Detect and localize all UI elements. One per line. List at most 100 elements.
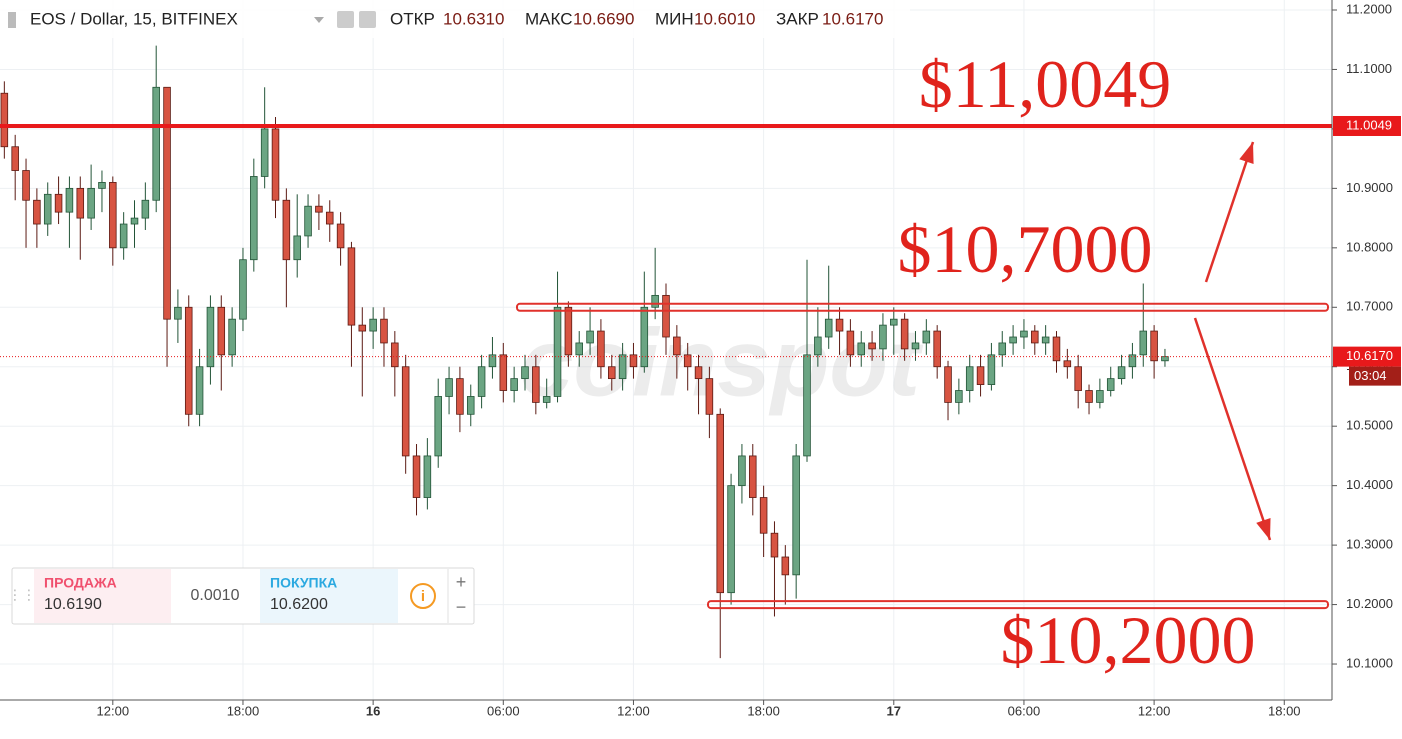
annotation: $10,7000 <box>898 211 1153 287</box>
candle-body <box>315 205 323 213</box>
candle-body <box>814 336 822 356</box>
annotation: $10,2000 <box>1001 602 1256 678</box>
y-tick-label: 10.2000 <box>1346 596 1393 611</box>
candle-body <box>412 455 421 498</box>
candle-body <box>900 318 909 350</box>
candle-body <box>716 413 724 594</box>
arrow-head <box>1239 142 1254 164</box>
x-tick-label: 16 <box>366 703 380 718</box>
candle-body <box>608 366 616 380</box>
low-label: МИН <box>655 9 694 28</box>
candle-body <box>271 128 280 201</box>
candle-body <box>955 390 963 403</box>
high-value: 10.6690 <box>573 9 634 28</box>
candle-body <box>445 378 453 397</box>
settings-icon[interactable] <box>359 11 376 28</box>
candle-body <box>673 336 681 356</box>
candle-body <box>423 455 432 498</box>
buy-price[interactable]: 10.6200 <box>270 596 328 613</box>
candle-body <box>141 199 150 219</box>
sell-box[interactable] <box>34 569 171 623</box>
symbol[interactable]: EOS / Dollar, 15, BITFINEX <box>30 9 238 28</box>
info-icon[interactable] <box>410 583 436 609</box>
dropdown-arrow[interactable] <box>314 17 324 23</box>
candle-body <box>380 318 388 344</box>
candle-body <box>1063 360 1072 368</box>
candle-body <box>770 532 779 558</box>
y-tick-label: 10.7000 <box>1346 299 1393 314</box>
candles <box>0 45 1169 659</box>
plus-button[interactable]: + <box>456 572 467 592</box>
minus-button[interactable]: − <box>456 597 467 617</box>
candle-body <box>325 211 334 225</box>
sell-label[interactable]: ПРОДАЖА <box>44 575 117 591</box>
candle-body <box>965 366 974 391</box>
price-label: 10.6170 <box>1346 348 1393 363</box>
candle-body <box>597 330 605 368</box>
candle-body <box>130 217 139 225</box>
candle-body <box>640 306 649 368</box>
axes: 10.1000 10.2000 10.3000 10.4000 10.5000 10.60… <box>97 1 1401 718</box>
y-tick-label: 10.9000 <box>1346 180 1393 195</box>
candle-body <box>304 205 312 237</box>
buy-box[interactable] <box>260 569 398 623</box>
candle-body <box>738 455 746 487</box>
candle-body <box>532 366 540 403</box>
candle-body <box>499 354 508 391</box>
candle-body <box>228 318 236 356</box>
candle-body <box>976 366 985 385</box>
sell-price[interactable]: 10.6190 <box>44 596 102 613</box>
candle-body <box>1074 366 1082 391</box>
candle-body <box>868 342 876 350</box>
candle-body <box>401 366 410 457</box>
y-tick-label: 11.2000 <box>1346 1 1392 16</box>
y-tick-label: 11.1000 <box>1346 61 1392 76</box>
y-tick-label: 10.4000 <box>1346 477 1393 492</box>
timer-label: 03:04 <box>1354 368 1387 383</box>
info-icon-text[interactable]: i <box>421 588 425 605</box>
resistance-label-bg <box>1333 115 1401 136</box>
candle-body <box>835 318 844 332</box>
arrow-line <box>1204 141 1255 283</box>
x-tick-label: 12:00 <box>617 703 650 718</box>
x-tick-label: 17 <box>887 703 901 718</box>
drag-handle[interactable]: ⋮⋮ <box>8 587 36 603</box>
candle-body <box>651 294 659 308</box>
candle-body <box>195 366 204 415</box>
candle-body <box>1009 336 1017 344</box>
candle-body <box>1031 330 1039 344</box>
x-tick-label: 12:00 <box>1138 703 1171 718</box>
candle-body <box>586 330 594 344</box>
overlay: $11,0049 $10,7000 $10,2000 <box>0 46 1332 678</box>
timer-bg <box>1349 366 1401 386</box>
candle-body <box>87 187 95 219</box>
candle-body <box>987 354 996 385</box>
spread: 0.0010 <box>191 587 240 604</box>
y-tick-label: 10.8000 <box>1346 239 1393 254</box>
candle-body <box>33 199 41 225</box>
buy-label[interactable]: ПОКУПКА <box>270 575 337 591</box>
candle-body <box>683 354 692 368</box>
candle-body <box>846 330 855 356</box>
candle-body <box>1096 390 1104 403</box>
candle-body <box>510 378 518 391</box>
price-label-bg <box>1333 346 1401 367</box>
toolbar-icon <box>8 12 16 28</box>
x-tick-label: 06:00 <box>1008 703 1041 718</box>
candle-body <box>1052 336 1061 362</box>
candle-body <box>65 187 74 213</box>
candle-body <box>575 342 583 356</box>
watermark: coinspot <box>520 309 924 416</box>
candle-body <box>336 223 345 249</box>
zone-box <box>516 302 1329 312</box>
candle-body <box>933 330 941 368</box>
candle-body <box>564 306 573 356</box>
candle-body <box>369 318 377 332</box>
candle-body <box>998 342 1007 356</box>
candle-body <box>174 306 182 320</box>
eye-icon[interactable] <box>337 11 354 28</box>
candle-body <box>890 318 898 326</box>
candle-body <box>1041 336 1050 344</box>
candle-body <box>98 182 106 189</box>
